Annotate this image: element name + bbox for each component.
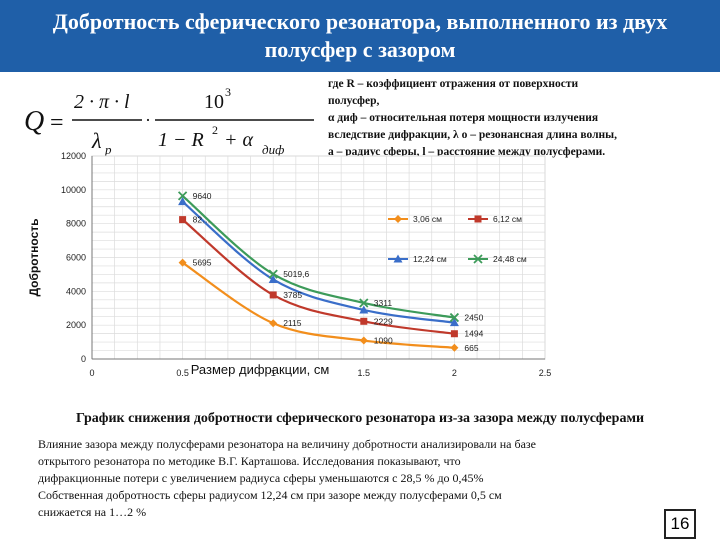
- x-tick-label: 1.5: [358, 368, 371, 378]
- data-point-square: [269, 291, 277, 299]
- q-factor-line-chart: 0 2000 4000 6000 8000 10000 12000 0 0.5 1 1.5 2 2.5 Д…: [27, 151, 552, 378]
- data-label: 3785: [283, 290, 302, 300]
- y-tick-label: 12000: [61, 151, 86, 161]
- data-point-diamond: [269, 319, 278, 328]
- data-label: 2450: [464, 313, 483, 323]
- formula-ten: 10: [204, 91, 224, 113]
- x-tick-label: 1: [271, 368, 276, 378]
- data-point-triangle: [359, 305, 369, 314]
- data-point-x: [449, 312, 460, 323]
- data-point-square: [179, 216, 187, 224]
- data-label: 9640: [193, 191, 212, 201]
- slide-title-line-2: полусфер с зазором: [264, 37, 456, 62]
- data-point-triangle: [268, 274, 278, 283]
- legend-entry: 24,48 см: [493, 254, 527, 264]
- x-tick-label: 2: [452, 368, 457, 378]
- body-paragraph: Влияние зазора между полусферами резонат…: [38, 436, 638, 521]
- formula-plus-alpha: + α: [224, 129, 253, 151]
- series-line: [181, 200, 455, 324]
- data-point-square: [360, 317, 368, 325]
- data-point-diamond: [450, 343, 459, 352]
- chart-caption: График снижения добротности сферического…: [75, 411, 645, 426]
- formula-legend-line: α диф – относительная потеря мощности из…: [328, 112, 599, 124]
- formula-ten-exponent: 3: [225, 85, 231, 99]
- x-axis-title: Размер дифракции, см: [191, 362, 330, 377]
- data-label: 5695: [193, 258, 212, 268]
- body-line: снижается на 1…2 %: [38, 505, 147, 519]
- data-label: 2229: [374, 316, 393, 326]
- formula-lambda: λ: [91, 128, 102, 153]
- legend-entry: 12,24 см: [413, 254, 447, 264]
- y-tick-label: 2000: [66, 320, 86, 330]
- formula-r-exponent: 2: [212, 123, 218, 137]
- formula-equals: =: [50, 110, 64, 136]
- series-line: [181, 261, 455, 349]
- data-point-x: [359, 298, 369, 308]
- formula-legend-line: полусфер,: [328, 95, 380, 107]
- x-tick-label: 2.5: [539, 368, 552, 378]
- formula-legend: где R – коэффициент отражения от поверхн…: [328, 76, 708, 161]
- body-line: открытого резонатора по методике В.Г. Ка…: [38, 454, 461, 468]
- formula-alpha-sub: диф: [262, 142, 284, 157]
- data-point-diamond: [359, 336, 368, 345]
- data-label: 2115: [283, 318, 302, 328]
- q-factor-formula: Q = 2 · π · l λ p · 10 3 1 − R 2 + α диф: [24, 85, 314, 157]
- data-label: 1494: [464, 329, 483, 339]
- series-line: [181, 195, 455, 319]
- y-tick-label: 0: [81, 354, 86, 364]
- data-label: 5019,6: [283, 269, 309, 279]
- formula-legend-line: вследствие дифракции, λ о – резонансная …: [328, 129, 618, 141]
- data-point-square: [474, 215, 482, 223]
- formula-one-minus-r: 1 − R: [158, 129, 204, 151]
- data-label: 82…: [193, 215, 211, 225]
- body-line: дифракционные потери с увеличением радиу…: [38, 471, 484, 485]
- data-label: 3311: [374, 298, 393, 308]
- y-axis-title: Добротность: [27, 218, 41, 296]
- body-line: Влияние зазора между полусферами резонат…: [38, 437, 536, 451]
- y-tick-label: 6000: [66, 253, 86, 263]
- data-point-x: [473, 254, 483, 264]
- slide-title-line-1: Добротность сферического резонатора, вып…: [52, 9, 668, 34]
- legend-entry: 6,12 см: [493, 214, 522, 224]
- page-number: 16: [664, 509, 696, 539]
- body-line: Собственная добротность сферы радиусом 1…: [38, 488, 502, 502]
- x-tick-label: 0.5: [176, 368, 189, 378]
- series-line: [181, 218, 455, 335]
- legend-entry: 3,06 см: [413, 214, 442, 224]
- data-point-square: [450, 330, 458, 338]
- formula-lambda-sub: p: [104, 142, 112, 157]
- data-point-x: [177, 191, 188, 201]
- data-label: 1090: [374, 336, 393, 346]
- y-tick-label: 8000: [66, 219, 86, 229]
- data-point-triangle: [393, 254, 403, 263]
- formula-q: Q: [24, 106, 44, 137]
- formula-legend-line: а – радиус сферы, l – расстояние между п…: [328, 146, 606, 158]
- data-point-diamond: [394, 215, 402, 223]
- formula-dot: ·: [145, 110, 151, 130]
- data-point-triangle: [178, 197, 188, 206]
- data-point-x: [268, 269, 278, 279]
- data-point-diamond: [178, 258, 187, 267]
- x-tick-label: 0: [89, 368, 94, 378]
- y-tick-label: 4000: [66, 286, 86, 296]
- y-tick-label: 10000: [61, 185, 86, 195]
- formula-legend-line: где R – коэффициент отражения от поверхн…: [328, 78, 579, 90]
- data-label: 665: [464, 343, 478, 353]
- slide-title-bar: Добротность сферического резонатора, вып…: [0, 0, 720, 72]
- formula-numerator: 2 · π · l: [74, 91, 130, 113]
- data-point-triangle: [449, 318, 459, 327]
